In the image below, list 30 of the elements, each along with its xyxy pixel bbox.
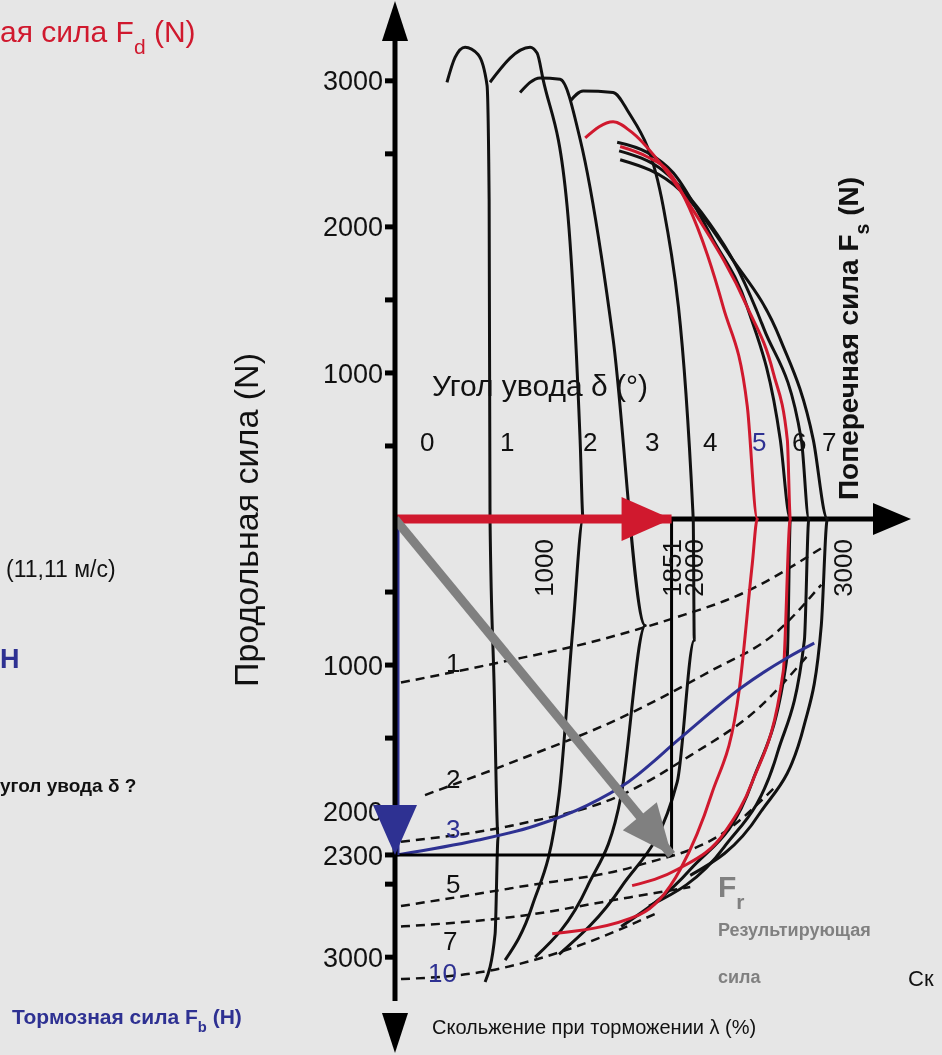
annotation: 2: [446, 764, 461, 794]
y-tick-label: 3000: [322, 942, 383, 973]
annotation: 5: [752, 427, 767, 457]
text: Скольжение при торможении λ (%): [432, 1016, 757, 1038]
text: (11,11 м/с): [6, 556, 116, 582]
annotation: Результирующая: [718, 920, 871, 940]
annotation: 3: [645, 427, 660, 457]
x-tick-label: 1000: [529, 539, 560, 597]
y-tick-label: 2000: [322, 212, 383, 243]
y-axis-title: Продольная сила (N): [227, 353, 265, 687]
text: Ск: [908, 966, 934, 991]
annotation: 1: [500, 427, 515, 457]
annotation: 7: [822, 427, 837, 457]
annotation: 0: [420, 427, 435, 457]
text: Н: [0, 644, 20, 674]
annotation: 4: [703, 427, 718, 457]
annotation: 2: [583, 427, 598, 457]
y-tick-label: 3000: [322, 66, 383, 97]
text: ая сила F$_{d}$ (N): [0, 15, 196, 58]
annotation: F$_{r}$: [718, 870, 745, 913]
y-tick-label: 1000: [322, 358, 383, 389]
x-tick-label: 3000: [828, 539, 859, 597]
annotation: 5: [446, 869, 461, 899]
y-tick-label: 2300: [322, 840, 383, 871]
annotation: сила: [718, 967, 762, 987]
text: Тормозная сила F$_{b}$ (H): [12, 1005, 242, 1035]
y-tick-label: 1000: [322, 650, 383, 681]
annotation: 7: [443, 926, 458, 956]
text: угол увода δ ?: [0, 775, 137, 796]
annotation: 1: [446, 648, 461, 678]
